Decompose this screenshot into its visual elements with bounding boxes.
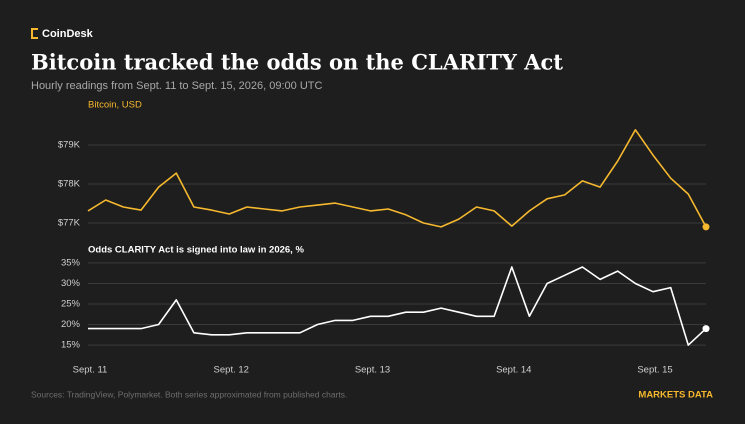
logo-icon	[31, 28, 38, 39]
x-tick-label: Sept. 13	[355, 365, 390, 376]
x-tick-label: Sept. 15	[637, 365, 672, 376]
end-dot	[702, 325, 710, 333]
x-tick-label: Sept. 11	[73, 365, 108, 376]
y-tick-label: 15%	[61, 340, 81, 351]
y-tick-label: $79K	[58, 140, 81, 151]
y-tick-label: 20%	[61, 319, 81, 330]
series-label: Bitcoin, USD	[88, 100, 142, 111]
brand: CoinDesk	[42, 28, 94, 40]
x-tick-label: Sept. 14	[496, 365, 531, 376]
series-label: Odds CLARITY Act is signed into law in 2…	[88, 245, 304, 256]
x-tick-label: Sept. 12	[214, 365, 249, 376]
source-note: Sources: TradingView, Polymarket. Both s…	[31, 389, 347, 399]
chart-title: Bitcoin tracked the odds on the CLARITY …	[31, 50, 563, 75]
line	[87, 129, 707, 228]
y-tick-label: 30%	[61, 278, 81, 289]
line	[88, 266, 707, 346]
y-tick-label: $78K	[58, 179, 81, 190]
y-tick-label: 25%	[61, 299, 81, 310]
end-dot	[702, 223, 710, 231]
credit: MARKETS DATA	[638, 390, 713, 401]
subtitle: Hourly readings from Sept. 11 to Sept. 1…	[31, 80, 323, 92]
y-tick-label: $77K	[58, 218, 81, 229]
y-tick-label: 35%	[61, 257, 81, 268]
